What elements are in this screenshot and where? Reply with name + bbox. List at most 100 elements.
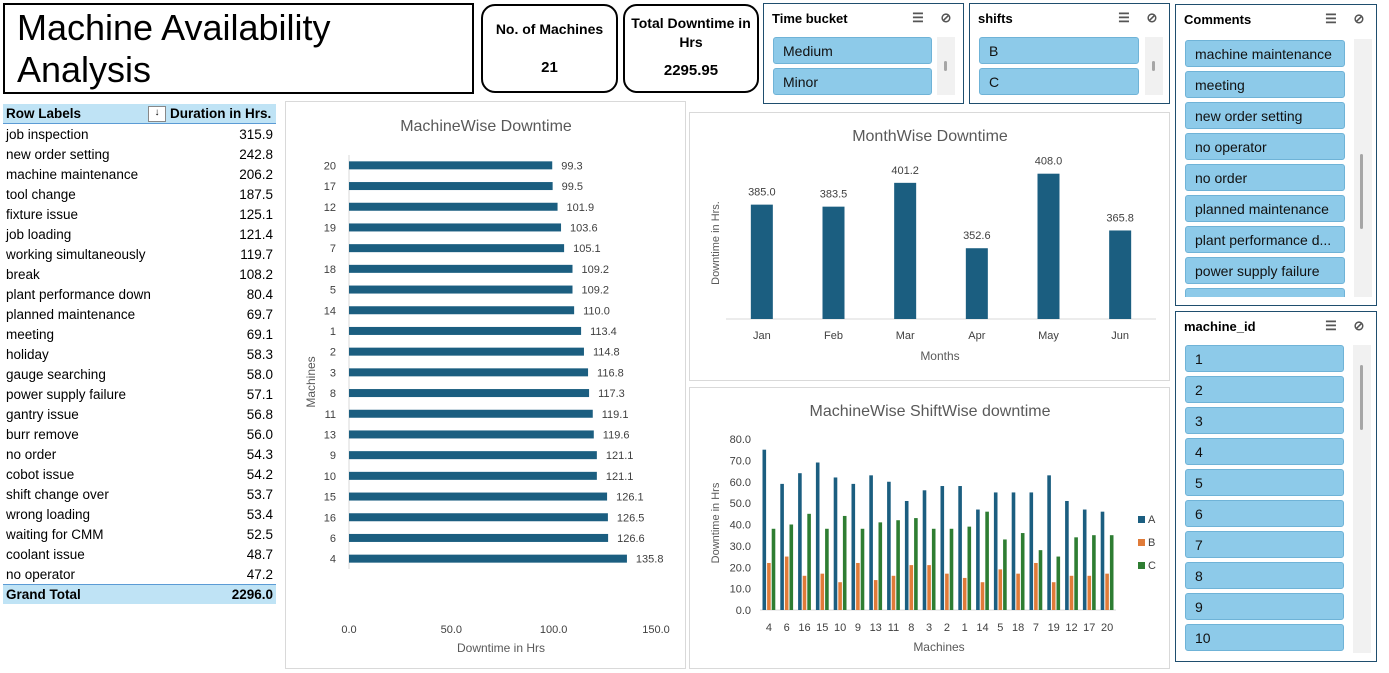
comment-item[interactable]: meeting <box>1185 71 1345 98</box>
comment-item[interactable]: no operator <box>1185 133 1345 160</box>
x-tick-label: 1 <box>962 622 968 634</box>
legend-label: C <box>1148 560 1156 572</box>
bar <box>349 533 609 542</box>
bar-c <box>860 528 865 610</box>
bar <box>349 471 597 480</box>
pivot-row-label: burr remove <box>6 426 79 442</box>
time-bucket-item[interactable]: Minor <box>773 68 932 95</box>
data-label: 126.6 <box>617 533 645 545</box>
machine-id-item[interactable]: 3 <box>1185 407 1344 434</box>
x-tick-label: Feb <box>824 330 843 342</box>
y-tick-label: 8 <box>330 388 336 400</box>
clear-filter-icon[interactable]: ⊘ <box>940 10 952 25</box>
bar <box>349 492 608 501</box>
pivot-row-label: plant performance down <box>6 286 151 302</box>
bar <box>1037 173 1060 319</box>
pivot-row-value: 80.4 <box>246 286 273 302</box>
y-tick-label: 70.0 <box>730 455 751 467</box>
bar-c <box>1092 535 1096 610</box>
multi-select-icon[interactable]: ☰ <box>1118 10 1130 25</box>
bar-c <box>789 524 794 610</box>
pivot-row-label: meeting <box>6 326 55 342</box>
machine-id-item[interactable]: 8 <box>1185 562 1344 589</box>
shift-item[interactable]: C <box>979 68 1139 95</box>
machine-id-item[interactable]: 6 <box>1185 500 1344 527</box>
machine-id-item[interactable]: 2 <box>1185 376 1344 403</box>
machine-id-item[interactable]: 10 <box>1185 624 1344 651</box>
pivot-row-value: 206.2 <box>239 166 273 182</box>
bar-a <box>1011 492 1016 610</box>
machine-id-item[interactable]: 5 <box>1185 469 1344 496</box>
sort-filter-icon[interactable]: ↓ <box>148 105 166 122</box>
y-axis-title: Downtime in Hrs <box>710 482 722 563</box>
machine-id-scrollbar[interactable] <box>1353 345 1371 653</box>
machine-id-item[interactable]: 9 <box>1185 593 1344 620</box>
comment-item[interactable] <box>1185 288 1345 297</box>
comment-item[interactable]: no order <box>1185 164 1345 191</box>
x-tick-label: Apr <box>968 330 985 342</box>
comments-scrollbar[interactable] <box>1354 39 1372 297</box>
bar-a <box>1047 475 1051 610</box>
machine-id-item[interactable]: 4 <box>1185 438 1344 465</box>
bar-a <box>798 473 802 610</box>
pivot-row: fixture issue 125.1 <box>3 204 276 224</box>
pivot-row: wrong loading 53.4 <box>3 504 276 524</box>
comment-item[interactable]: machine maintenance <box>1185 40 1345 67</box>
bar-c <box>842 515 847 610</box>
bar-b <box>909 565 914 610</box>
pivot-row-label: no operator <box>6 566 76 582</box>
comment-item[interactable]: new order setting <box>1185 102 1345 129</box>
shifts-scrollbar[interactable] <box>1145 37 1163 95</box>
x-tick-label: 16 <box>798 622 810 634</box>
multi-select-icon[interactable]: ☰ <box>1325 11 1337 26</box>
clear-filter-icon[interactable]: ⊘ <box>1353 318 1365 333</box>
machine-id-item[interactable]: 7 <box>1185 531 1344 558</box>
data-label: 408.0 <box>1035 156 1063 168</box>
x-tick-label: 0.0 <box>341 624 356 636</box>
duration-header: Duration in Hrs. <box>170 106 272 121</box>
bar-a <box>958 486 962 610</box>
time-bucket-scrollbar[interactable] <box>937 37 955 95</box>
bar-a <box>922 490 927 610</box>
shiftwise-downtime-chart: MachineWise ShiftWise downtime 0.0 10.0 20.… <box>689 387 1170 669</box>
comment-item[interactable]: planned maintenance <box>1185 195 1345 222</box>
bar-b <box>767 562 771 610</box>
chart-title: MachineWise Downtime <box>400 118 572 135</box>
multi-select-icon[interactable]: ☰ <box>1325 318 1337 333</box>
x-tick-label: 12 <box>1065 622 1077 634</box>
bar-c <box>1074 537 1078 610</box>
data-label: 401.2 <box>891 165 919 177</box>
clear-filter-icon[interactable]: ⊘ <box>1353 11 1365 26</box>
time-bucket-item[interactable]: Medium <box>773 37 932 64</box>
comment-item[interactable]: plant performance d... <box>1185 226 1345 253</box>
time-bucket-slicer-title: Time bucket <box>772 10 848 26</box>
bar <box>349 368 589 377</box>
pivot-row-label: fixture issue <box>6 206 79 222</box>
clear-filter-icon[interactable]: ⊘ <box>1146 10 1158 25</box>
y-tick-label: 0.0 <box>736 605 751 617</box>
bar <box>349 306 575 315</box>
pivot-row-label: waiting for CMM <box>6 526 104 542</box>
y-tick-label: 60.0 <box>730 477 751 489</box>
monthwise-downtime-svg: MonthWise Downtime 385.0 Jan 383.5 Feb 401.2 M… <box>710 128 1156 363</box>
pivot-row: tool change 187.5 <box>3 184 276 204</box>
data-label: 121.1 <box>606 450 634 462</box>
bar-c <box>1038 550 1043 610</box>
bar-b <box>1087 575 1092 610</box>
bar-b <box>1016 573 1020 610</box>
multi-select-icon[interactable]: ☰ <box>912 10 924 25</box>
pivot-row-label: gantry issue <box>6 406 79 422</box>
y-axis-title: Downtime in Hrs. <box>710 201 722 285</box>
y-tick-label: 18 <box>324 264 336 276</box>
comment-item[interactable]: power supply failure <box>1185 257 1345 284</box>
data-label: 365.8 <box>1106 212 1134 224</box>
comments-slicer: Comments ☰ ⊘ machine maintenance meeting … <box>1175 4 1377 306</box>
bar <box>1109 230 1132 319</box>
data-label: 121.1 <box>606 471 634 483</box>
pivot-row-value: 53.7 <box>246 486 273 502</box>
shift-item[interactable]: B <box>979 37 1139 64</box>
machine-count-value: 21 <box>541 59 558 76</box>
bar-b <box>945 573 949 610</box>
machine-id-item[interactable]: 1 <box>1185 345 1344 372</box>
data-label: 101.9 <box>567 202 595 214</box>
